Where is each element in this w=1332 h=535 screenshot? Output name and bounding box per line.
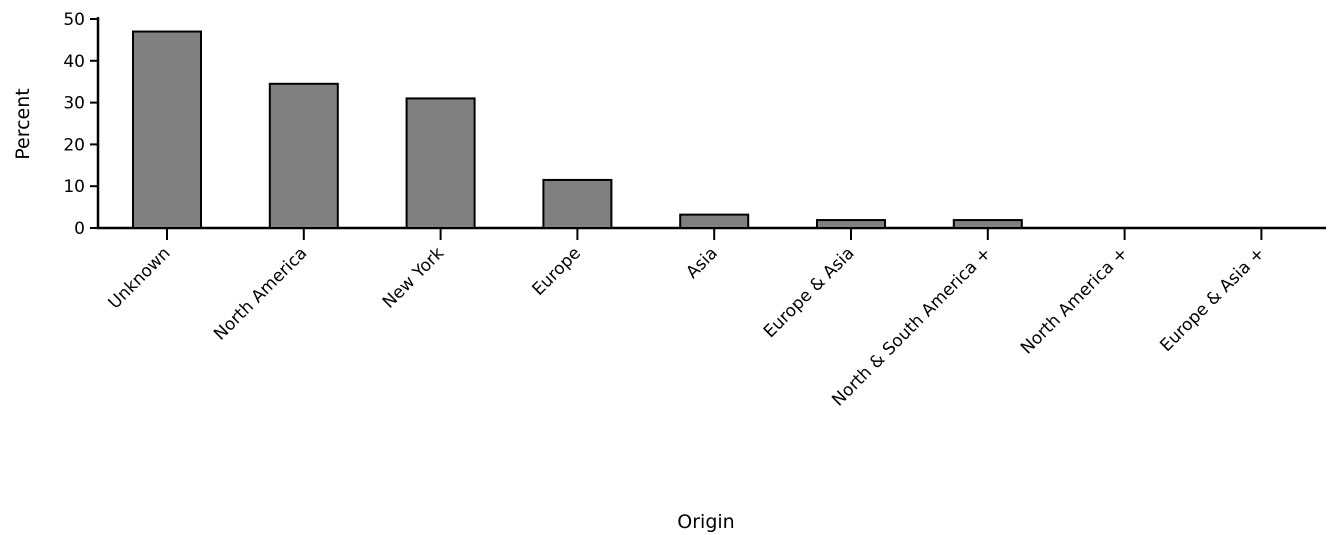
bar <box>132 30 202 230</box>
y-axis-title: Percent <box>12 88 34 160</box>
y-tick-label: 30 <box>63 94 85 114</box>
y-tick-label: 0 <box>74 219 85 239</box>
bar <box>679 213 750 229</box>
bars <box>132 30 1023 230</box>
y-tick-label: 50 <box>63 10 85 30</box>
x-tick-label: North & South America + <box>828 243 995 410</box>
x-tick-label: New York <box>379 243 448 312</box>
x-tick-label: Europe & Asia <box>760 243 859 342</box>
bar <box>952 219 1023 229</box>
y-tick-label: 40 <box>63 52 85 72</box>
x-axis: Unknown North America New York Europe Asia Eu… <box>97 226 1326 410</box>
x-tick-label: North America + <box>1017 243 1132 358</box>
y-tick-label: 20 <box>63 135 85 155</box>
x-tick-label: Unknown <box>105 243 175 313</box>
x-tick-label: North America <box>210 243 311 344</box>
bar <box>816 219 886 229</box>
x-tick-label: Asia <box>682 243 721 282</box>
bar <box>405 97 476 229</box>
y-axis: 0 10 20 30 40 50 <box>63 10 100 239</box>
x-tick-label: Europe <box>529 243 585 299</box>
x-axis-title: Origin <box>677 511 734 533</box>
bar <box>542 178 613 229</box>
y-tick-label: 10 <box>63 177 85 197</box>
bar <box>268 82 339 230</box>
x-tick-label: Europe & Asia + <box>1156 243 1269 356</box>
